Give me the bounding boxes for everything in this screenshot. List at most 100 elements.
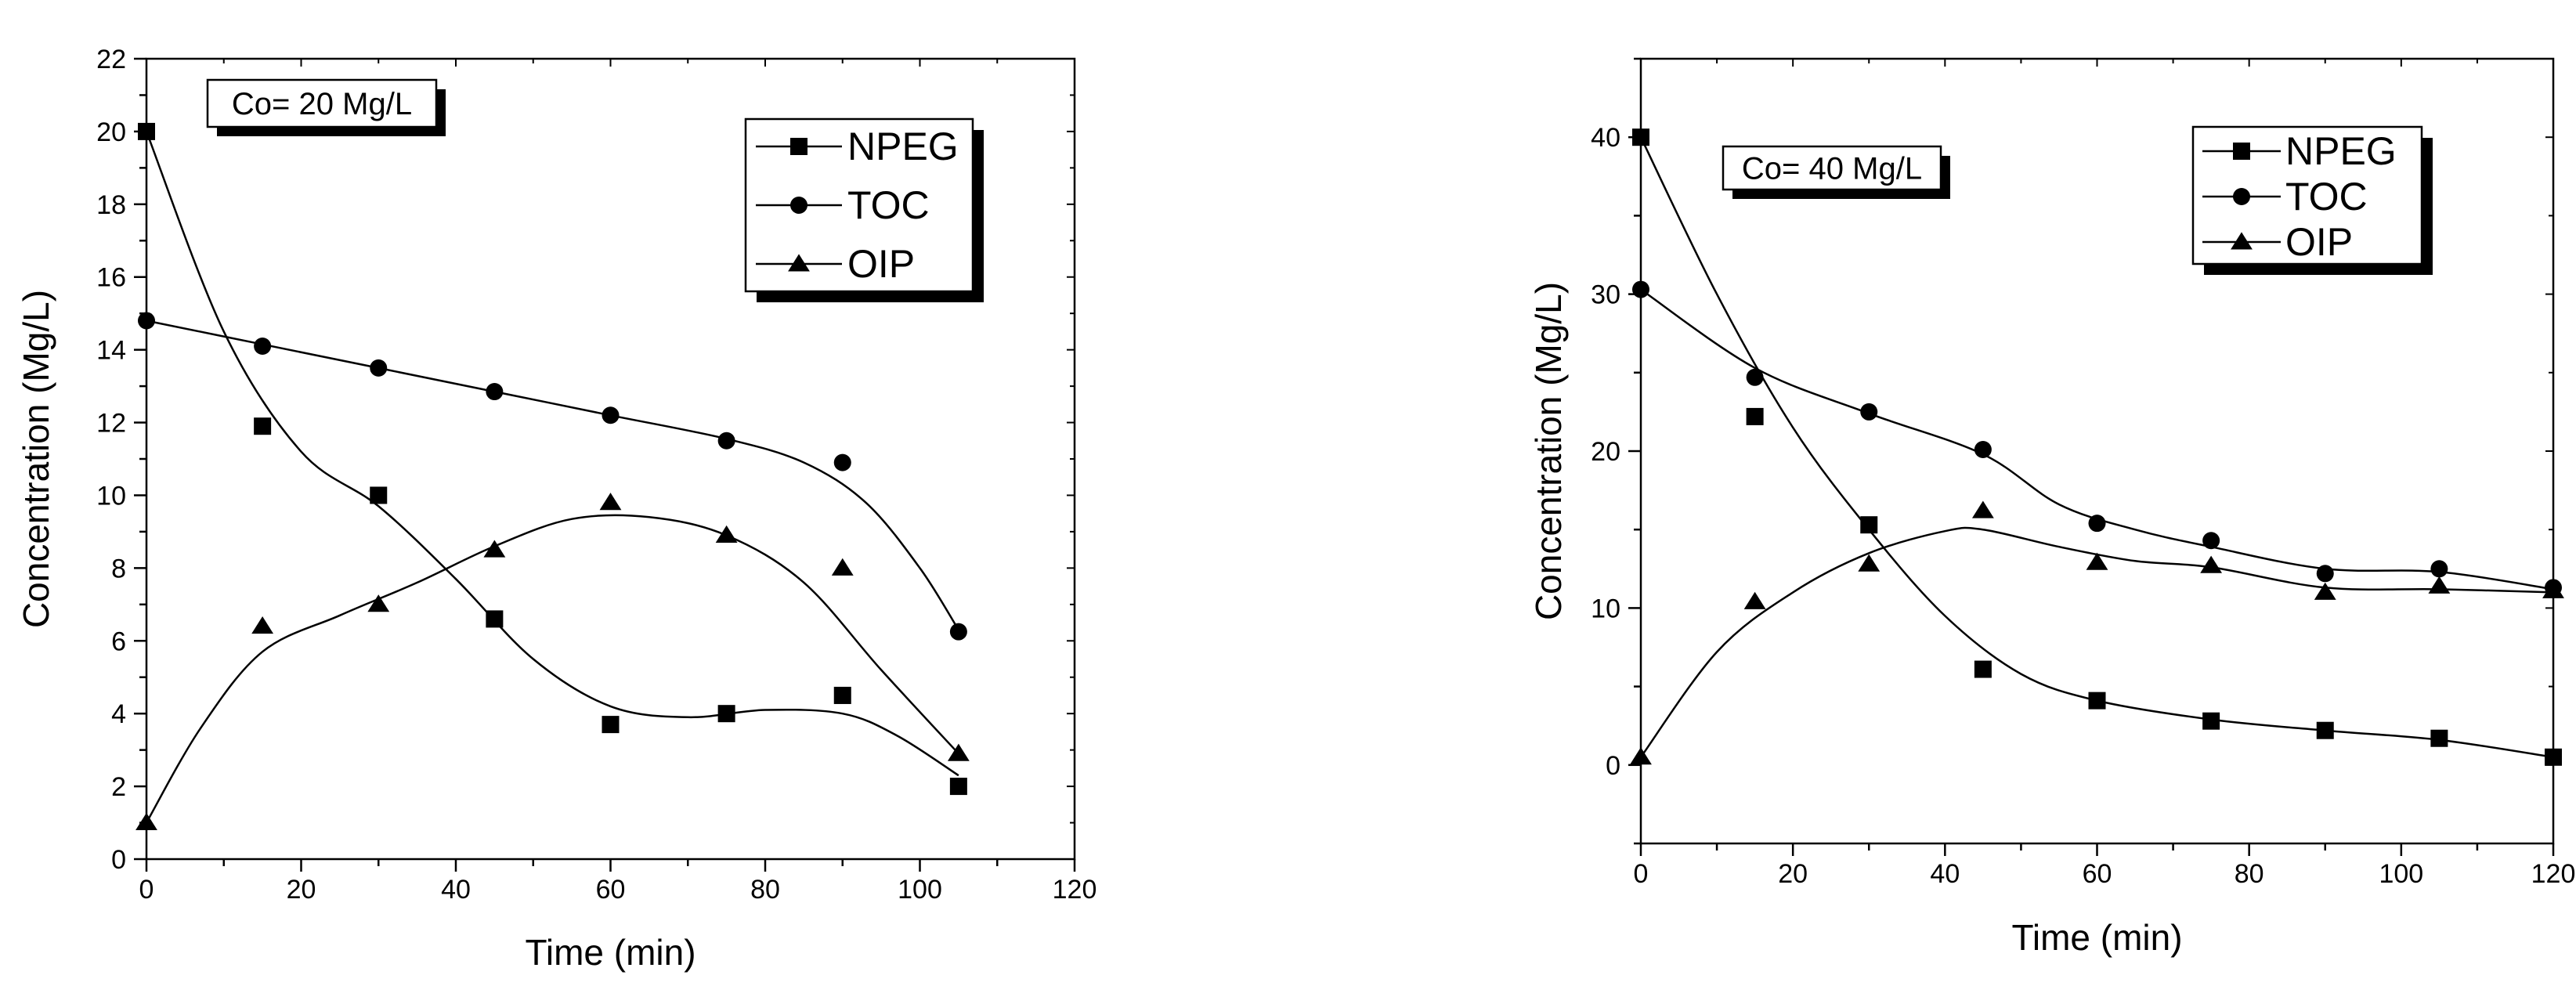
y-tick-label: 40 [1591,123,1620,153]
data-point-npeg [833,686,851,704]
data-point-npeg [370,486,388,504]
data-point-toc [1632,280,1649,298]
data-point-npeg [2430,729,2448,747]
data-point-oip [947,743,970,761]
y-tick-label: 20 [96,117,126,147]
y-tick-label: 16 [96,263,126,293]
data-point-npeg [1632,128,1649,146]
legend-marker-toc [2233,188,2250,205]
x-tick-label: 60 [2083,859,2112,889]
series-line-npeg [145,131,959,777]
data-point-npeg [2316,721,2334,739]
x-tick-label: 100 [2379,859,2423,889]
series-line-oip [145,514,959,824]
annotation-box [206,78,438,128]
annotation-label: Co= 20 Mg/L [232,87,412,121]
data-point-oip [135,812,157,831]
x-tick-label: 0 [139,875,154,905]
data-point-toc [717,432,735,450]
y-tick-label: 14 [96,336,126,366]
data-point-oip [483,540,506,558]
series-line-toc [146,320,959,630]
y-tick-label: 6 [111,627,126,656]
y-tick-label: 12 [96,409,126,439]
data-point-toc [254,337,272,355]
data-point-oip [1971,500,1994,518]
y-tick-label: 8 [111,554,126,583]
data-point-npeg [2545,748,2562,766]
annotation-box [1722,145,1942,191]
data-point-oip [2086,552,2108,570]
y-tick-label: 20 [1591,437,1620,467]
data-point-npeg [1974,660,1992,678]
x-tick-label: 100 [898,875,942,905]
x-tick-label: 80 [2235,859,2264,889]
data-point-toc [138,312,155,330]
legend-marker-oip [2231,232,2253,250]
data-point-npeg [254,417,272,435]
x-axis-title: Time (min) [525,932,695,973]
data-point-oip [831,558,854,576]
data-point-toc [833,453,851,471]
data-point-toc [2430,560,2448,578]
y-tick-label: 0 [111,845,126,875]
x-tick-label: 120 [1053,875,1097,905]
x-tick-label: 20 [287,875,316,905]
x-tick-label: 120 [2531,859,2576,889]
x-tick-label: 60 [596,875,626,905]
data-point-npeg [1746,407,1764,425]
data-point-oip [367,594,390,612]
data-point-npeg [486,610,504,628]
data-point-oip [1858,554,1881,572]
chart-panel-co-40: 0 20 40 60 80 100 120 0 10 20 30 40 Time (min) Concen… [1528,57,2576,958]
data-point-npeg [138,122,155,140]
y-tick-label: 10 [1591,594,1620,623]
y-tick-label: 2 [111,772,126,802]
data-point-oip [599,493,622,511]
data-point-npeg [2088,692,2106,710]
data-point-toc [370,359,388,377]
data-point-oip [2200,555,2223,573]
data-point-toc [2088,515,2106,533]
legend-label-npeg: NPEG [847,125,959,168]
data-point-toc [949,623,967,641]
legend-label-oip: OIP [847,242,915,286]
legend-label-toc: TOC [847,183,930,227]
data-point-toc [602,406,620,424]
legend-label-toc: TOC [2285,175,2368,218]
y-tick-label: 10 [96,481,126,511]
y-tick-label: 30 [1591,280,1620,310]
data-point-toc [1974,440,1992,458]
x-tick-label: 0 [1634,859,1649,889]
data-point-toc [1860,403,1878,421]
series-line-toc [1640,288,2554,590]
annotation-label: Co= 40 Mg/L [1742,152,1922,186]
x-tick-label: 40 [441,875,471,905]
y-axis-title: Concentration (Mg/L) [1528,282,1569,620]
legend-label-oip: OIP [2285,220,2353,264]
data-point-oip [2428,576,2451,594]
data-point-npeg [949,778,967,796]
y-tick-label: 4 [111,699,126,729]
data-point-npeg [602,716,620,734]
x-axis-title: Time (min) [2011,917,2182,958]
data-point-toc [1746,368,1764,386]
chart-panel-co-20: 0 20 40 60 80 100 120 0 2 4 6 8 10 12 14 16 18 20 22 Time (… [16,45,1097,973]
series-line-oip [1639,526,2554,758]
legend-marker-oip [788,254,810,272]
legend-marker-toc [790,197,807,214]
x-tick-label: 20 [1778,859,1808,889]
legend-marker-npeg [2233,143,2250,160]
series-line-npeg [1639,136,2554,759]
data-point-oip [251,616,274,634]
data-point-oip [1743,591,1766,609]
data-point-npeg [2202,712,2220,730]
y-axis-title: Concentration (Mg/L) [16,290,56,628]
y-tick-label: 0 [1606,751,1620,781]
data-point-toc [486,383,504,401]
legend-label-npeg: NPEG [2285,129,2397,173]
y-tick-label: 22 [96,45,126,74]
data-point-oip [715,525,738,544]
x-tick-label: 80 [750,875,780,905]
